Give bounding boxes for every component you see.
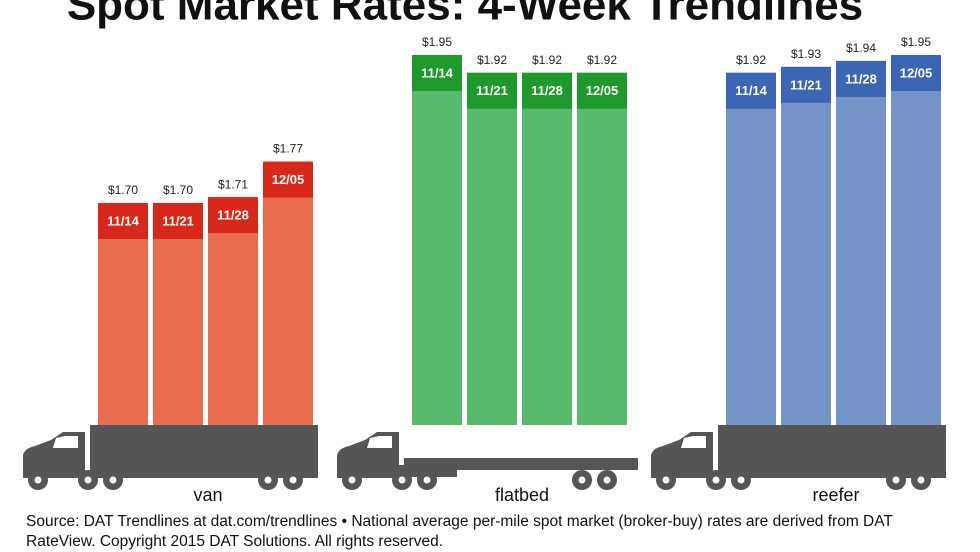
value-label: $1.92 [587,53,617,67]
series-name: flatbed [495,485,549,505]
date-label: 11/14 [421,65,454,80]
bar [412,55,462,425]
truck-hub [662,476,670,484]
truck-deck [404,458,638,470]
date-label: 11/28 [217,208,249,223]
value-label: $1.77 [273,142,303,156]
bar-header [577,72,627,109]
value-label: $1.95 [901,35,931,49]
date-label: 11/28 [845,71,877,86]
truck-window [53,436,78,448]
truck-window [681,436,706,448]
bar [208,197,258,425]
value-label: $1.92 [477,53,507,67]
bar [467,72,517,425]
date-label: 11/28 [531,83,563,98]
truck-hub [109,476,117,484]
value-label: $1.70 [163,183,193,197]
bar-header [726,72,776,109]
bar [153,203,203,425]
date-label: 12/05 [900,65,933,80]
truck-hub [289,476,297,484]
truck-hub [34,476,42,484]
bar [891,55,941,425]
bar-header [153,203,203,239]
series-name: van [193,485,222,505]
date-label: 11/21 [162,213,194,228]
source-note: Source: DAT Trendlines at dat.com/trendl… [26,513,893,550]
value-label: $1.70 [108,183,138,197]
bar-header [263,161,313,198]
bar [577,72,627,425]
bar [98,203,148,425]
value-label: $1.92 [736,53,766,67]
bar [781,66,831,425]
date-label: 11/14 [735,83,768,98]
date-label: 12/05 [586,83,619,98]
truck-hub [712,476,720,484]
truck-window [367,436,392,448]
bar [836,60,886,426]
date-label: 12/05 [272,172,305,187]
bar-header [98,203,148,239]
value-label: $1.93 [791,47,821,61]
chart-title: Spot Market Rates: 4-Week Trendlines [67,0,863,30]
date-label: 11/21 [790,77,822,92]
value-label: $1.95 [422,35,452,49]
truck-hub [737,476,745,484]
truck-hub [603,476,611,484]
truck-hub [264,476,272,484]
value-label: $1.71 [218,177,248,191]
bar-header [522,72,572,109]
bar-header [467,72,517,109]
truck-hub [917,476,925,484]
truck-hub [423,476,431,484]
truck-hub [348,476,356,484]
bar-header [891,55,941,91]
truck-hub [398,476,406,484]
truck-hub [84,476,92,484]
bar-header [836,60,886,97]
truck-trailer [718,425,946,478]
bar-header [208,197,258,234]
bar-header [781,66,831,103]
date-label: 11/14 [107,213,140,228]
bar-header [412,55,462,91]
bar [263,161,313,425]
bar [522,72,572,425]
value-label: $1.92 [532,53,562,67]
series-name: reefer [812,485,859,505]
truck-hub [578,476,586,484]
value-label: $1.94 [846,41,876,55]
truck-hub [892,476,900,484]
truck-trailer [90,425,318,478]
date-label: 11/21 [476,83,508,98]
bar [726,72,776,425]
